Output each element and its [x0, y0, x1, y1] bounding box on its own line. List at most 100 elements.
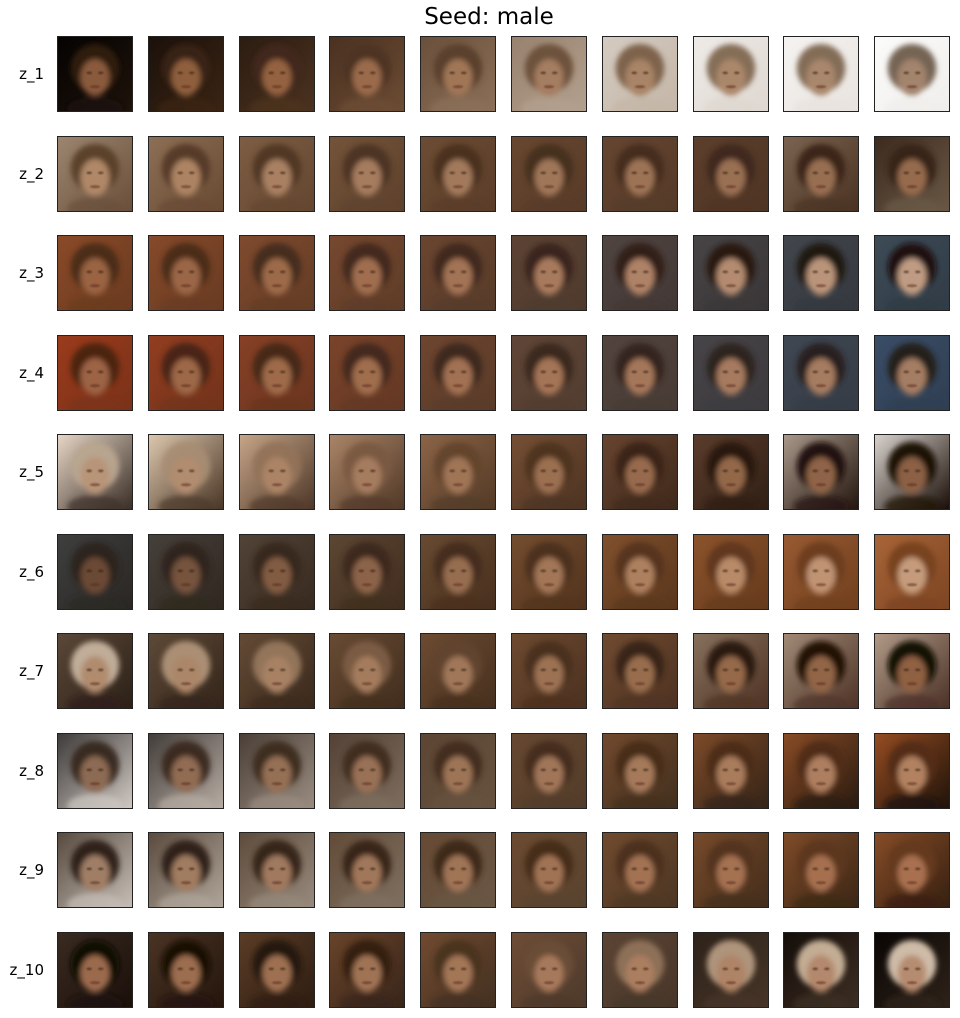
face-image [693, 932, 769, 1008]
face-image [329, 832, 405, 908]
face-image [148, 235, 224, 311]
face-image [693, 733, 769, 809]
face-image [329, 633, 405, 709]
face-image [511, 633, 587, 709]
face-image [511, 335, 587, 411]
face-image [148, 633, 224, 709]
face-image [329, 932, 405, 1008]
face-image [420, 534, 496, 610]
face-image [420, 434, 496, 510]
face-image [602, 733, 678, 809]
face-image [511, 235, 587, 311]
face-image [783, 534, 859, 610]
face-image [511, 36, 587, 112]
face-image [602, 335, 678, 411]
face-image [602, 832, 678, 908]
row-label: z_3 [19, 264, 44, 282]
face-image [874, 633, 950, 709]
face-image [693, 335, 769, 411]
face-image [783, 733, 859, 809]
face-image [239, 733, 315, 809]
row-label: z_9 [19, 861, 44, 879]
face-image [148, 335, 224, 411]
face-image [874, 434, 950, 510]
face-image [874, 832, 950, 908]
face-image [693, 235, 769, 311]
face-image [329, 534, 405, 610]
face-image [783, 633, 859, 709]
face-image [329, 733, 405, 809]
row-label: z_4 [19, 364, 44, 382]
face-image [57, 932, 133, 1008]
face-image [783, 235, 859, 311]
row-label: z_7 [19, 662, 44, 680]
face-image [511, 434, 587, 510]
face-image [420, 733, 496, 809]
face-image [420, 136, 496, 212]
face-image [874, 235, 950, 311]
face-image [511, 932, 587, 1008]
face-image [148, 733, 224, 809]
row-label: z_8 [19, 762, 44, 780]
figure-title: Seed: male [424, 4, 554, 30]
face-image [693, 136, 769, 212]
face-image [57, 434, 133, 510]
face-image [57, 733, 133, 809]
face-image [57, 633, 133, 709]
face-image [148, 136, 224, 212]
face-image [420, 633, 496, 709]
face-image [148, 932, 224, 1008]
face-image [693, 36, 769, 112]
face-image [329, 36, 405, 112]
face-image [148, 36, 224, 112]
row-label: z_2 [19, 165, 44, 183]
row-label: z_6 [19, 563, 44, 581]
face-image [693, 832, 769, 908]
row-label: z_10 [9, 961, 44, 979]
face-image [783, 832, 859, 908]
face-image [783, 136, 859, 212]
face-image [511, 136, 587, 212]
face-image [57, 235, 133, 311]
face-image [874, 932, 950, 1008]
face-image [783, 36, 859, 112]
face-image [602, 36, 678, 112]
face-image [511, 534, 587, 610]
face-image [57, 832, 133, 908]
face-image [239, 235, 315, 311]
face-image [783, 434, 859, 510]
face-image [57, 534, 133, 610]
face-image [239, 335, 315, 411]
face-image [511, 733, 587, 809]
face-image [57, 335, 133, 411]
face-image [239, 36, 315, 112]
face-image [602, 136, 678, 212]
face-image [511, 832, 587, 908]
face-image [602, 633, 678, 709]
face-image [239, 136, 315, 212]
face-image [148, 534, 224, 610]
row-label: z_1 [19, 65, 44, 83]
face-image [329, 434, 405, 510]
face-image [602, 235, 678, 311]
face-image [329, 235, 405, 311]
face-image [329, 335, 405, 411]
face-image [874, 136, 950, 212]
face-image [420, 235, 496, 311]
face-image [239, 633, 315, 709]
face-image [239, 932, 315, 1008]
face-image [57, 136, 133, 212]
face-image [420, 335, 496, 411]
face-image [420, 932, 496, 1008]
face-image [874, 335, 950, 411]
face-image [148, 434, 224, 510]
face-image [602, 534, 678, 610]
face-image [148, 832, 224, 908]
face-image [693, 633, 769, 709]
face-image [420, 832, 496, 908]
row-label: z_5 [19, 463, 44, 481]
face-image [693, 534, 769, 610]
face-image [239, 832, 315, 908]
face-image [239, 434, 315, 510]
face-image [602, 932, 678, 1008]
